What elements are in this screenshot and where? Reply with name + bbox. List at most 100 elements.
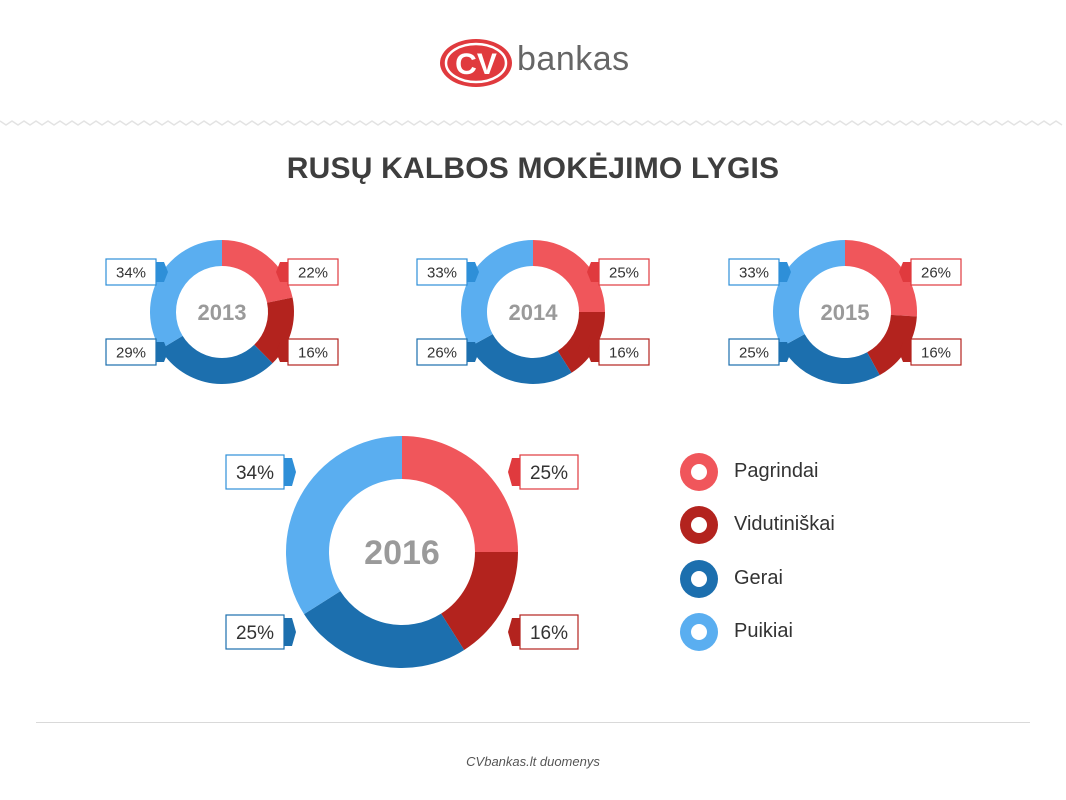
- data-label-text: 29%: [116, 344, 146, 361]
- data-label-box: [598, 258, 650, 286]
- data-label-text: 26%: [427, 344, 457, 361]
- header-zigzag-divider: [0, 120, 1063, 126]
- data-label-text: 16%: [298, 344, 328, 361]
- data-label: 33%: [416, 258, 479, 286]
- donut-slice: [533, 240, 605, 312]
- donut-slice: [845, 240, 917, 317]
- data-label: 25%: [587, 258, 650, 286]
- donut-center-label: 2014: [509, 300, 559, 325]
- legend-item-puikiai: Puikiai: [680, 612, 900, 652]
- donut-slice: [441, 552, 518, 650]
- data-label-pointer: [156, 342, 168, 362]
- donut-slice: [469, 334, 572, 384]
- data-label-text: 25%: [236, 623, 274, 644]
- data-label-box: [416, 258, 468, 286]
- data-label-text: 33%: [739, 264, 769, 281]
- data-label-pointer: [587, 342, 599, 362]
- data-label-text: 33%: [427, 264, 457, 281]
- donut-slice: [304, 591, 465, 668]
- logo-badge-text: CV: [455, 48, 497, 81]
- data-label-pointer: [467, 342, 479, 362]
- data-label-box: [105, 338, 157, 366]
- data-label-pointer: [156, 262, 168, 282]
- legend-item-gerai: Gerai: [680, 559, 900, 599]
- data-label: 22%: [276, 258, 339, 286]
- data-label-text: 22%: [298, 264, 328, 281]
- donut-chart-2015: 2015 26% 16% 25% 33%: [728, 240, 962, 384]
- footer-divider: [36, 722, 1030, 723]
- donut-slice: [285, 436, 402, 615]
- data-label-pointer: [284, 458, 296, 486]
- data-label-text: 25%: [739, 344, 769, 361]
- donut-slice: [402, 436, 518, 552]
- data-label-box: [416, 338, 468, 366]
- data-label-text: 34%: [236, 463, 274, 484]
- data-label-pointer: [587, 262, 599, 282]
- data-label-box: [910, 258, 962, 286]
- legend-label: Vidutiniškai: [734, 513, 835, 535]
- donut-center-label: 2015: [821, 300, 870, 325]
- data-label: 25%: [508, 454, 579, 490]
- legend-item-vidutiniskai: Vidutiniškai: [680, 505, 900, 545]
- data-label-box: [225, 454, 285, 490]
- data-label-text: 26%: [921, 264, 951, 281]
- data-label: 25%: [728, 338, 791, 366]
- page-title: RUSŲ KALBOS MOKĖJIMO LYGIS: [286, 152, 780, 185]
- data-label-pointer: [899, 342, 911, 362]
- donut-slice: [222, 240, 293, 303]
- data-label-text: 34%: [116, 264, 146, 281]
- data-label: 16%: [587, 338, 650, 366]
- legend-marker-icon: [680, 453, 718, 491]
- legend-marker-icon: [680, 613, 718, 651]
- data-label: 26%: [416, 338, 479, 366]
- data-label-pointer: [779, 342, 791, 362]
- legend-label: Pagrindai: [734, 460, 819, 482]
- data-label-text: 25%: [530, 463, 568, 484]
- data-label-box: [910, 338, 962, 366]
- data-label: 34%: [225, 454, 296, 490]
- donut-slice: [460, 240, 533, 347]
- cvbankas-logo[interactable]: CV bankas: [438, 34, 638, 94]
- legend-marker-icon: [680, 560, 718, 598]
- data-label: 26%: [899, 258, 962, 286]
- data-label-text: 16%: [609, 344, 639, 361]
- data-label-pointer: [276, 262, 288, 282]
- logo-text: bankas: [517, 40, 630, 78]
- data-label-pointer: [779, 262, 791, 282]
- donut-chart-2013: 2013 22% 16% 29% 34%: [105, 240, 339, 384]
- data-label: 25%: [225, 614, 296, 650]
- data-label-box: [519, 614, 579, 650]
- donut-center-label: 2016: [364, 534, 440, 572]
- data-label-pointer: [508, 618, 520, 646]
- data-label-box: [728, 338, 780, 366]
- data-label-box: [105, 258, 157, 286]
- donut-slice: [557, 312, 605, 373]
- data-label: 16%: [508, 614, 579, 650]
- data-label: 29%: [105, 338, 168, 366]
- legend-item-pagrindai: Pagrindai: [680, 452, 900, 492]
- data-label-pointer: [467, 262, 479, 282]
- donut-slice: [772, 240, 845, 347]
- data-label: 16%: [899, 338, 962, 366]
- data-label-text: 16%: [921, 344, 951, 361]
- data-label-box: [287, 338, 339, 366]
- legend-label: Puikiai: [734, 620, 793, 642]
- data-label-pointer: [276, 342, 288, 362]
- donut-slice: [149, 240, 222, 350]
- data-label-pointer: [284, 618, 296, 646]
- donut-slice: [781, 334, 880, 384]
- logo-badge-icon: CV: [440, 39, 512, 87]
- data-label: 33%: [728, 258, 791, 286]
- data-label-text: 25%: [609, 264, 639, 281]
- data-label: 34%: [105, 258, 168, 286]
- donut-chart-2014: 2014 25% 16% 26% 33%: [416, 240, 650, 384]
- header: CV bankas: [0, 0, 1066, 126]
- data-label-pointer: [899, 262, 911, 282]
- footer-source: CVbankas.lt duomenys: [466, 754, 600, 769]
- legend-label: Gerai: [734, 567, 783, 589]
- donut-slice: [160, 335, 273, 384]
- data-label: 16%: [276, 338, 339, 366]
- donut-center-label: 2013: [198, 300, 247, 325]
- donut-slice: [867, 314, 917, 376]
